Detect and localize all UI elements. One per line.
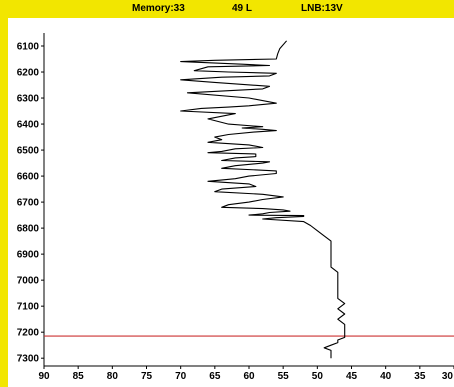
y-tick-label: 6300 xyxy=(17,94,40,105)
y-tick-label: 7300 xyxy=(17,354,40,365)
x-tick-label: 45 xyxy=(346,371,358,382)
x-tick-label: 50 xyxy=(312,371,324,382)
y-tick-label: 6200 xyxy=(17,68,40,79)
status-header: Memory:33 49 L LNB:13V xyxy=(0,0,454,18)
channel-label: 49 L xyxy=(232,3,253,14)
trace-layer xyxy=(180,40,346,359)
y-tick-label: 6800 xyxy=(17,224,40,235)
plot-area-background xyxy=(8,18,454,387)
lnb-label: LNB:13V xyxy=(301,3,343,14)
x-tick-label: 60 xyxy=(243,371,255,382)
y-tick-label: 6600 xyxy=(17,172,40,183)
x-tick-label: 30 xyxy=(442,371,454,382)
chart-axes xyxy=(43,33,454,367)
y-tick-label: 6700 xyxy=(17,198,40,209)
signal-trace-line xyxy=(180,40,346,359)
y-tick-label: 7200 xyxy=(17,328,40,339)
y-tick-label: 7100 xyxy=(17,302,40,313)
y-tick-label: 6900 xyxy=(17,250,40,261)
memory-label: Memory:33 xyxy=(132,3,185,14)
x-tick-label: 35 xyxy=(414,371,426,382)
x-tick-label: 55 xyxy=(278,371,290,382)
y-axis-ticks: 6100 6200 6300 6400 6500 6600 6700 6800 6900 7000… xyxy=(17,42,44,365)
x-tick-label: 70 xyxy=(175,371,187,382)
x-tick-label: 65 xyxy=(209,371,221,382)
x-axis-ticks: 90 85 80 75 70 65 60 55 50 45 40 35 30 xyxy=(38,366,454,382)
y-tick-label: 6100 xyxy=(17,42,40,53)
x-tick-label: 90 xyxy=(38,371,50,382)
y-tick-label: 7000 xyxy=(17,276,40,287)
x-tick-label: 40 xyxy=(380,371,392,382)
y-tick-label: 6500 xyxy=(17,146,40,157)
x-tick-label: 80 xyxy=(107,371,119,382)
x-tick-label: 85 xyxy=(73,371,85,382)
y-tick-label: 6400 xyxy=(17,120,40,131)
x-tick-label: 75 xyxy=(141,371,153,382)
